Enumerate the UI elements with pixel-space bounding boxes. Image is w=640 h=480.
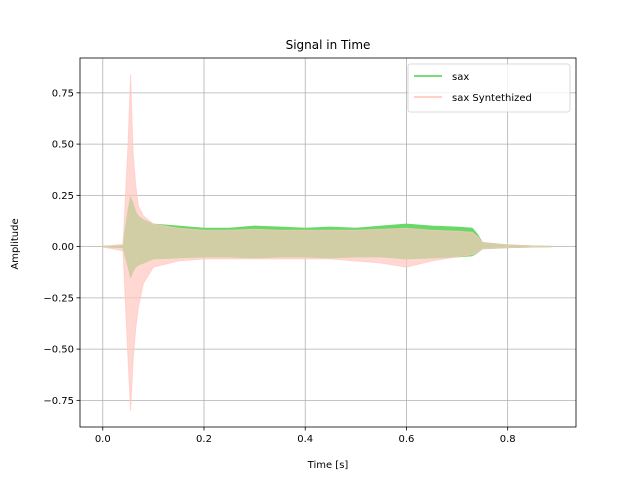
- y-tick-label: −0.50: [43, 345, 74, 356]
- chart-title: Signal in Time: [286, 38, 371, 52]
- y-tick-label: 0.25: [52, 191, 74, 202]
- x-tick-label: 0.0: [95, 434, 111, 445]
- legend: sax sax Syntethized: [407, 63, 571, 113]
- x-tick-label: 0.8: [500, 434, 516, 445]
- plot-frame: [79, 57, 577, 428]
- plot-area: [79, 57, 577, 428]
- legend-label: sax: [452, 72, 469, 83]
- y-tick-label: 0.50: [52, 140, 74, 151]
- y-tick-label: 0.00: [52, 242, 74, 253]
- y-axis-label: Amplitude: [10, 218, 21, 269]
- y-axis: −0.75 −0.50 −0.25 0.00 0.25 0.50 0.75: [43, 88, 80, 407]
- y-tick-label: 0.75: [52, 88, 74, 99]
- y-tick-label: −0.25: [43, 293, 74, 304]
- series-1-envelope: [102, 74, 552, 411]
- x-tick-label: 0.4: [297, 434, 313, 445]
- y-tick-label: −0.75: [43, 396, 74, 407]
- legend-box: [407, 63, 571, 113]
- x-tick-label: 0.2: [196, 434, 212, 445]
- series-layer: [102, 74, 552, 411]
- x-tick-label: 0.6: [398, 434, 414, 445]
- x-axis: 0.0 0.2 0.4 0.6 0.8: [95, 427, 516, 445]
- x-axis-label: Time [s]: [307, 460, 349, 471]
- legend-label: sax Syntethized: [452, 93, 532, 104]
